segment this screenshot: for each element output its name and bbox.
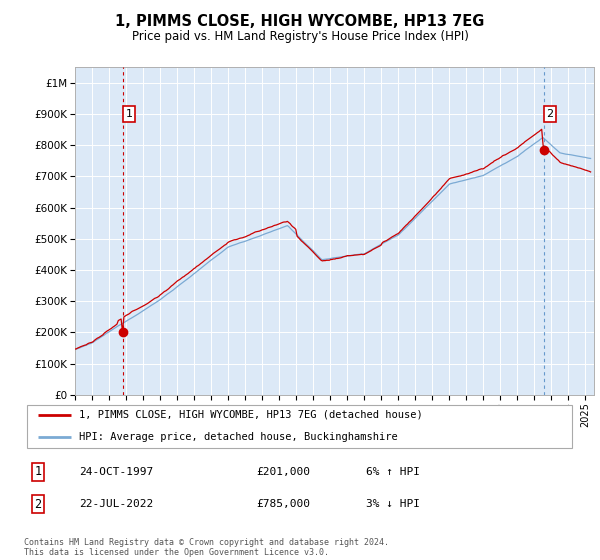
Text: 2: 2 <box>547 109 553 119</box>
Text: 6% ↑ HPI: 6% ↑ HPI <box>366 467 420 477</box>
Text: HPI: Average price, detached house, Buckinghamshire: HPI: Average price, detached house, Buck… <box>79 432 398 442</box>
Text: £785,000: £785,000 <box>256 499 310 509</box>
Text: 2: 2 <box>34 497 41 511</box>
Text: Price paid vs. HM Land Registry's House Price Index (HPI): Price paid vs. HM Land Registry's House … <box>131 30 469 43</box>
Text: Contains HM Land Registry data © Crown copyright and database right 2024.
This d: Contains HM Land Registry data © Crown c… <box>24 538 389 557</box>
FancyBboxPatch shape <box>27 405 572 449</box>
Text: 1: 1 <box>34 465 41 478</box>
Text: 3% ↓ HPI: 3% ↓ HPI <box>366 499 420 509</box>
Text: 22-JUL-2022: 22-JUL-2022 <box>79 499 154 509</box>
Text: £201,000: £201,000 <box>256 467 310 477</box>
Text: 1, PIMMS CLOSE, HIGH WYCOMBE, HP13 7EG: 1, PIMMS CLOSE, HIGH WYCOMBE, HP13 7EG <box>115 14 485 29</box>
Text: 1, PIMMS CLOSE, HIGH WYCOMBE, HP13 7EG (detached house): 1, PIMMS CLOSE, HIGH WYCOMBE, HP13 7EG (… <box>79 410 423 420</box>
Text: 1: 1 <box>125 109 133 119</box>
Text: 24-OCT-1997: 24-OCT-1997 <box>79 467 154 477</box>
